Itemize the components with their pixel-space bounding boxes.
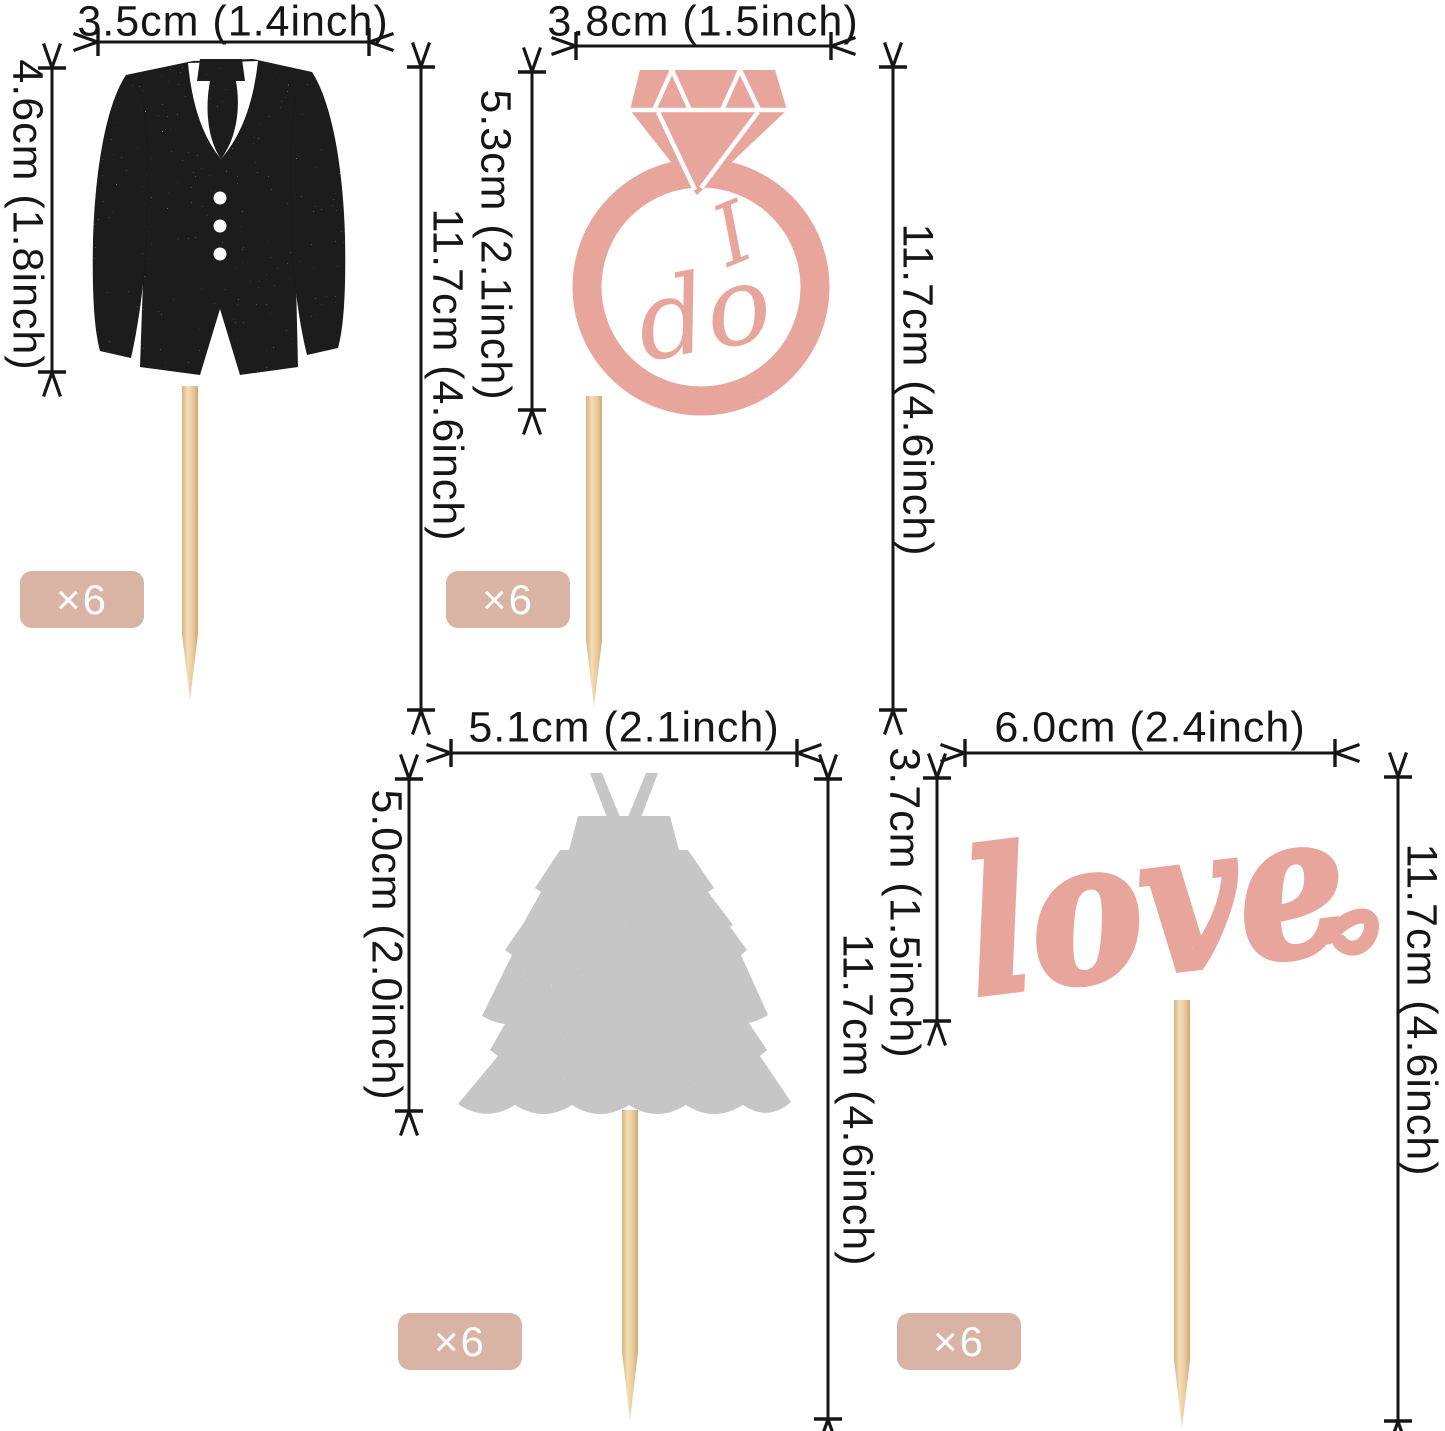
quantity-badge-love: ×6 [897, 1313, 1021, 1370]
ring-text-do: do [627, 240, 781, 386]
necktie [197, 59, 245, 81]
width-label-ring: 3.8cm (1.5inch) [547, 0, 859, 46]
height-label-love: 3.7cm (1.5inch) [880, 747, 929, 1059]
height-label-dress: 5.0cm (2.0inch) [362, 789, 411, 1101]
dimension-arrows [38, 28, 1412, 1431]
ring-topper-graphic: I do [572, 69, 830, 416]
quantity-badge-dress: ×6 [398, 1313, 522, 1370]
pick-sticks [182, 386, 1190, 1428]
love-topper-graphic: love [950, 764, 1379, 1043]
diamond [630, 70, 787, 195]
total-height-label-suit: 11.7cm (4.6inch) [423, 208, 472, 542]
diamond-facets [630, 69, 787, 191]
love-script-text: love [953, 767, 1358, 1041]
suit-topper-graphic [92, 59, 346, 375]
dress-strap [628, 773, 658, 820]
quantity-badge-suit: ×6 [20, 571, 144, 628]
dress-bodice [567, 816, 681, 858]
love-tail-flourish [1320, 908, 1379, 956]
suit-button [213, 247, 227, 261]
dress-topper-graphic [458, 773, 791, 1114]
pick-stick [1174, 1000, 1190, 1428]
dress-skirt-tier1 [522, 850, 733, 934]
height-label-ring: 5.3cm (2.1inch) [471, 89, 520, 401]
total-height-label-dress: 11.7cm (4.6inch) [833, 933, 882, 1267]
total-height-label-ring: 11.7cm (4.6inch) [893, 223, 942, 557]
dress-strap [590, 773, 620, 820]
width-label-love: 6.0cm (2.4inch) [994, 703, 1306, 752]
quantity-badge-ring: ×6 [446, 571, 570, 628]
width-label-dress: 5.1cm (2.1inch) [468, 703, 780, 752]
necktie-blade [207, 81, 238, 159]
pick-stick [182, 386, 198, 700]
suit-button [213, 219, 227, 233]
pick-stick [586, 396, 602, 707]
pick-stick [622, 1110, 638, 1420]
total-height-label-love: 11.7cm (4.6inch) [1397, 843, 1445, 1177]
height-label-suit: 4.6cm (1.8inch) [3, 59, 52, 371]
width-label-suit: 3.5cm (1.4inch) [77, 0, 389, 46]
suit-button [213, 191, 227, 205]
